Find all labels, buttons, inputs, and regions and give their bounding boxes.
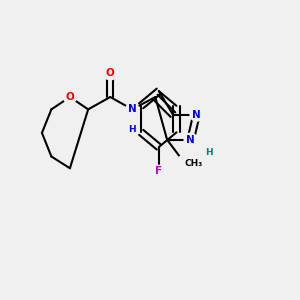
Text: H: H bbox=[205, 148, 213, 158]
Circle shape bbox=[128, 125, 137, 134]
Circle shape bbox=[154, 165, 164, 176]
Text: N: N bbox=[186, 135, 195, 145]
Text: N: N bbox=[128, 104, 137, 114]
Text: N: N bbox=[192, 110, 201, 120]
Text: F: F bbox=[155, 166, 162, 176]
Text: O: O bbox=[106, 68, 115, 78]
Circle shape bbox=[204, 148, 214, 158]
Text: H: H bbox=[128, 125, 136, 134]
Circle shape bbox=[176, 155, 193, 172]
Circle shape bbox=[63, 91, 76, 103]
Circle shape bbox=[104, 67, 117, 80]
Text: CH₃: CH₃ bbox=[185, 159, 203, 168]
Circle shape bbox=[184, 133, 197, 146]
Circle shape bbox=[190, 108, 203, 121]
Circle shape bbox=[126, 103, 139, 116]
Text: O: O bbox=[65, 92, 74, 102]
